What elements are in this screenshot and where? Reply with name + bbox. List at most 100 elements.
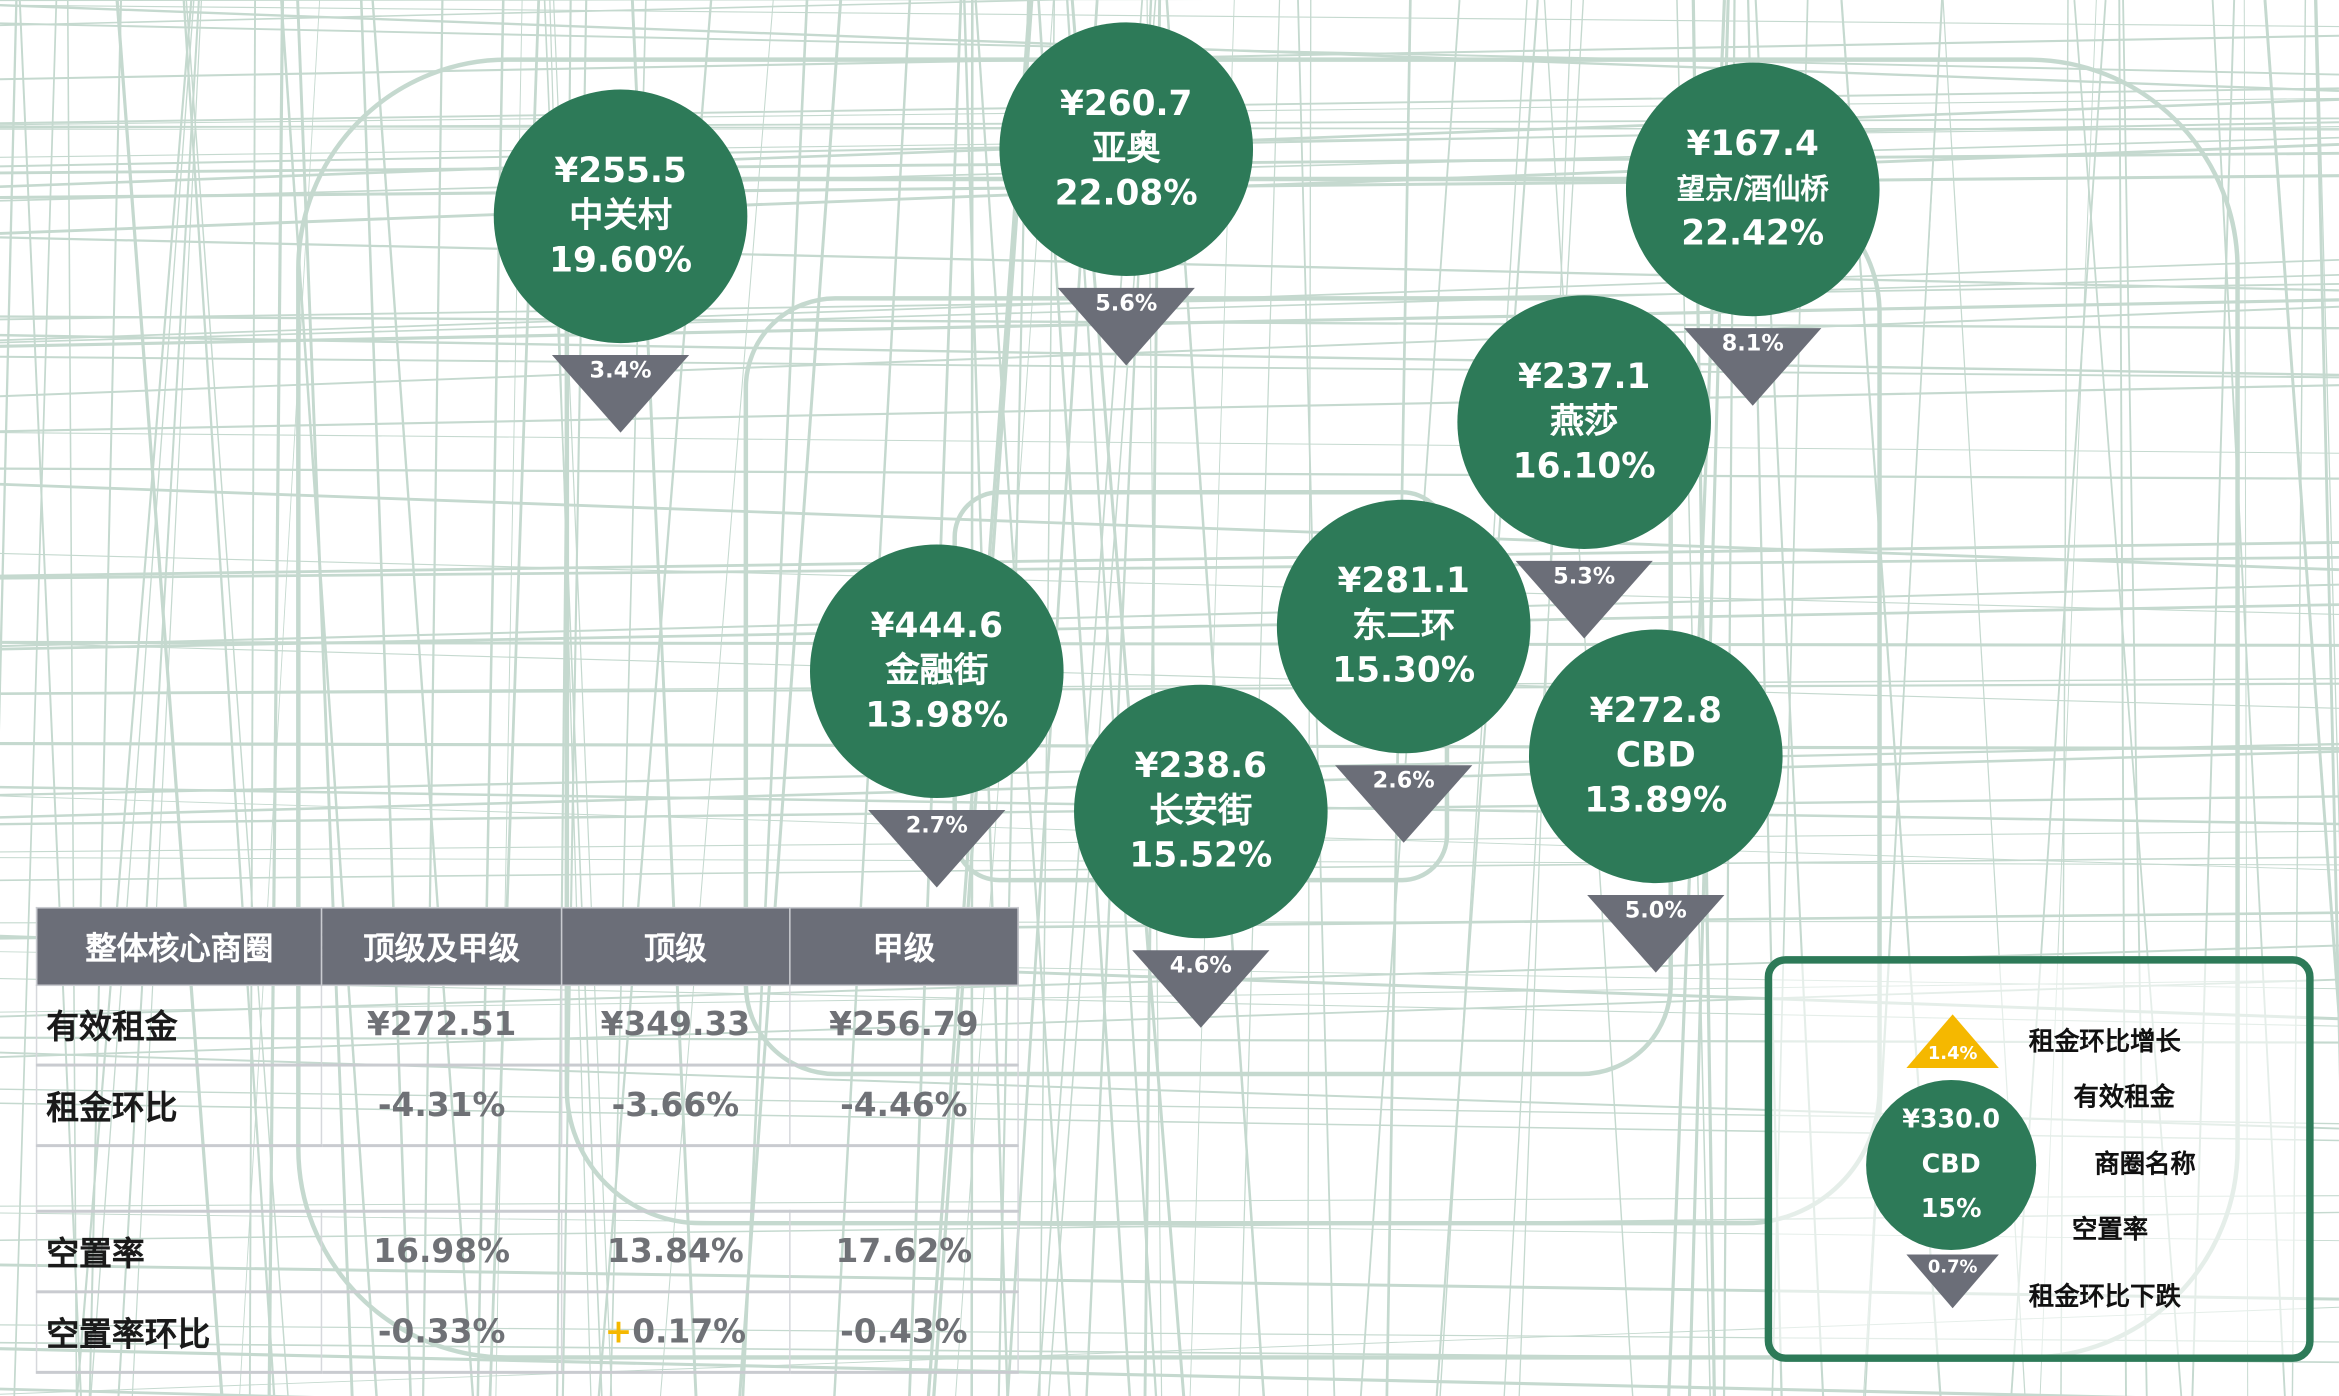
table-cell: +0.17%: [560, 1291, 791, 1374]
district-bubble[interactable]: ¥255.5 中关村 19.60%: [493, 89, 748, 344]
table-spacer: [35, 1145, 1019, 1213]
road: [0, 541, 2339, 578]
table-cell: 16.98%: [321, 1211, 562, 1294]
down-triangle-icon: [1335, 765, 1473, 843]
legend-label-down: 租金环比下跌: [2028, 1282, 2181, 1313]
road: [0, 0, 1078, 27]
rent-change-value: 5.6%: [1095, 289, 1158, 317]
header-cell: 整体核心商圈: [35, 906, 323, 987]
road: [0, 482, 2339, 572]
district-name: 长安街: [1149, 792, 1253, 831]
district-name: 金融街: [885, 651, 989, 691]
district-name: 望京/酒仙桥: [1676, 173, 1829, 206]
district-bubble[interactable]: ¥237.1 燕莎 16.10%: [1457, 295, 1711, 549]
legend-sample-name: CBD: [1921, 1150, 1981, 1180]
district-rent: ¥444.6: [870, 607, 1003, 646]
down-triangle-icon: [1587, 895, 1725, 973]
district-bubble[interactable]: ¥444.6 金融街 13.98%: [809, 544, 1064, 799]
district-name: 燕莎: [1549, 402, 1619, 442]
row-label: 租金环比: [35, 1065, 323, 1148]
rent-change-value: 2.7%: [905, 811, 968, 839]
legend-sample-bubble: ¥330.0 CBD 15%: [1866, 1079, 2037, 1251]
down-triangle-icon: [551, 355, 690, 433]
district-vacancy: 13.98%: [865, 696, 1009, 736]
legend-up-value: 1.4%: [1927, 1042, 1978, 1064]
road: [0, 603, 2339, 651]
district-rent: ¥237.1: [1517, 358, 1651, 397]
row-label: 空置率: [35, 1211, 323, 1294]
table-cell: -3.66%: [560, 1065, 791, 1148]
legend-sample-vacancy: 15%: [1920, 1194, 1982, 1225]
row-label: 空置率环比: [35, 1291, 323, 1374]
rent-change-value: 2.6%: [1372, 766, 1435, 794]
district-bubble[interactable]: ¥272.8 CBD 13.89%: [1528, 629, 1783, 884]
district-bubble[interactable]: ¥281.1 东二环 15.30%: [1276, 499, 1531, 754]
header-cell: 顶级: [560, 906, 791, 987]
up-triangle-icon: [1906, 1014, 1999, 1069]
road: [2316, 0, 2339, 844]
table-row: 空置率环比 -0.33% +0.17% -0.43%: [35, 1291, 1019, 1374]
rent-change-value: 5.0%: [1624, 896, 1687, 924]
legend-label-up: 租金环比增长: [2028, 1027, 2181, 1058]
table-cell: -4.46%: [788, 1065, 1019, 1148]
district-rent: ¥260.7: [1060, 85, 1193, 124]
rent-change-value: 5.3%: [1553, 562, 1616, 590]
table-cell: 13.84%: [560, 1211, 791, 1294]
district-vacancy: 16.10%: [1512, 447, 1656, 487]
table-cell: -0.33%: [321, 1291, 562, 1374]
down-triangle-icon: [1906, 1254, 1999, 1309]
district-name: 亚奥: [1091, 129, 1161, 169]
district-name: 中关村: [569, 196, 673, 236]
table-row: 空置率 16.98% 13.84% 17.62%: [35, 1211, 1019, 1294]
rent-change-value: 3.4%: [589, 356, 652, 384]
road: [0, 0, 18, 732]
road: [0, 642, 2339, 709]
table-header-row: 整体核心商圈 顶级及甲级 顶级 甲级: [35, 906, 1019, 987]
table-row: 租金环比 -4.31% -3.66% -4.46%: [35, 1065, 1019, 1148]
road: [0, 384, 2339, 433]
table-cell: ¥256.79: [788, 985, 1019, 1067]
road: [2263, 0, 2339, 1035]
down-triangle-icon: [1057, 287, 1195, 366]
down-triangle-icon: [1132, 950, 1270, 1028]
road: [0, 4, 2339, 28]
district-name: 东二环: [1352, 607, 1456, 646]
legend-sample-rent: ¥330.0: [1902, 1105, 2001, 1136]
district-name: CBD: [1615, 736, 1696, 776]
district-bubble[interactable]: ¥238.6 长安街 15.52%: [1074, 684, 1328, 939]
rent-change-value: 4.6%: [1169, 951, 1232, 979]
road: [296, 57, 2240, 1360]
road: [0, 552, 2339, 616]
legend-label-name: 商圈名称: [2094, 1150, 2196, 1180]
district-vacancy: 22.42%: [1681, 214, 1825, 254]
table-cell: -0.43%: [788, 1291, 1019, 1374]
legend-label-vacancy: 空置率: [2071, 1215, 2149, 1246]
header-cell: 顶级及甲级: [321, 906, 562, 987]
district-bubble[interactable]: ¥260.7 亚奥 22.08%: [999, 22, 1254, 276]
district-vacancy: 15.52%: [1129, 836, 1273, 876]
road: [2314, 0, 2339, 1081]
road: [0, 355, 2339, 379]
road: [0, 556, 2339, 580]
road: [0, 583, 2339, 648]
district-vacancy: 15.30%: [1332, 651, 1476, 691]
district-rent: ¥255.5: [554, 152, 687, 191]
rent-change-value: 8.1%: [1721, 329, 1784, 357]
district-rent: ¥238.6: [1134, 747, 1268, 787]
header-cell: 甲级: [788, 906, 1019, 987]
road: [0, 677, 2339, 694]
legend-down-value: 0.7%: [1927, 1256, 1978, 1277]
district-rent: ¥167.4: [1686, 125, 1819, 165]
road: [0, 467, 2339, 480]
district-rent: ¥281.1: [1337, 562, 1470, 602]
district-rent: ¥272.8: [1589, 692, 1722, 731]
plus-sign: +: [604, 1313, 633, 1351]
summary-table: 整体核心商圈 顶级及甲级 顶级 甲级 有效租金 ¥272.51 ¥349.33 …: [35, 906, 1019, 1374]
district-bubble[interactable]: ¥167.4 望京/酒仙桥 22.42%: [1625, 62, 1880, 317]
table-cell: 17.62%: [788, 1211, 1019, 1294]
table-row: 有效租金 ¥272.51 ¥349.33 ¥256.79: [35, 985, 1019, 1067]
district-vacancy: 22.08%: [1054, 174, 1198, 214]
road: [0, 432, 2339, 454]
table-cell: ¥349.33: [560, 985, 791, 1067]
down-triangle-icon: [868, 809, 1006, 888]
